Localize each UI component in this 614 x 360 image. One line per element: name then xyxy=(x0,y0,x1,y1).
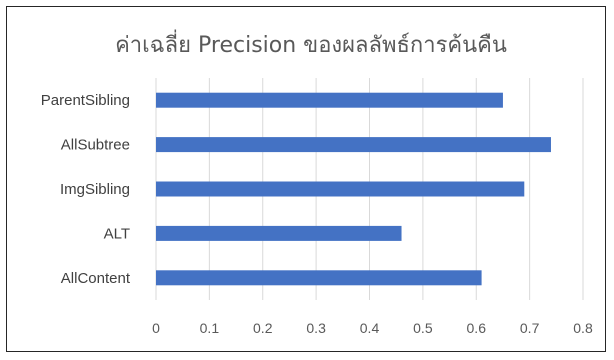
chart-frame xyxy=(6,6,606,352)
category-label: ALT xyxy=(104,225,130,242)
x-tick-label: 0.1 xyxy=(200,320,220,336)
bar xyxy=(156,92,503,108)
category-label: ImgSibling xyxy=(60,181,130,198)
x-tick-label: 0.6 xyxy=(467,320,487,336)
x-tick-label: 0.7 xyxy=(520,320,540,336)
x-tick-label: 0 xyxy=(152,320,160,336)
bar xyxy=(156,270,482,286)
bar xyxy=(156,137,551,153)
x-tick-label: 0.4 xyxy=(360,320,380,336)
x-tick-label: 0.3 xyxy=(306,320,326,336)
x-tick-label: 0.5 xyxy=(413,320,433,336)
bar xyxy=(156,181,525,197)
bar xyxy=(156,225,402,241)
category-label: AllSubtree xyxy=(61,137,130,154)
bars xyxy=(156,92,551,286)
x-tick-label: 0.2 xyxy=(253,320,273,336)
category-label: ParentSibling xyxy=(41,92,130,109)
category-label: AllContent xyxy=(61,270,131,287)
x-axis-ticks: 0 0.1 0.2 0.3 0.4 0.5 0.6 0.7 0.8 xyxy=(152,320,593,336)
category-labels: ParentSibling AllSubtree ImgSibling ALT AllC… xyxy=(41,92,131,287)
x-tick-label: 0.8 xyxy=(573,320,593,336)
chart-title: ค่าเฉลี่ย Precision ของผลลัพธ์การค้นคืน xyxy=(115,29,507,58)
